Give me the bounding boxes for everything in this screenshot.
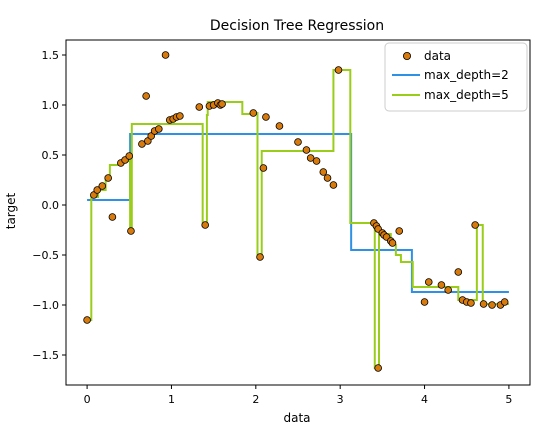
y-tick-label: 0.5: [42, 149, 60, 162]
legend-marker-data: [402, 52, 411, 61]
plot-area: 0 1 2 3 4 5 −1.5 −1.0 −0.5 0.0 0.5 1.0 1.5: [32, 39, 531, 406]
axes-frame: [65, 39, 531, 386]
data-point: [155, 125, 163, 133]
x-tick-label: 3: [337, 393, 344, 406]
legend: data max_depth=2 max_depth=5: [384, 42, 528, 112]
data-point: [454, 268, 463, 276]
data-point: [201, 221, 210, 229]
data-point: [374, 364, 382, 372]
data-point: [334, 66, 343, 74]
y-tick-label: 0.0: [42, 199, 60, 212]
data-point: [125, 152, 134, 160]
data-point: [127, 227, 135, 235]
data-point: [142, 92, 150, 100]
chart-title: Decision Tree Regression: [210, 18, 384, 34]
data-point: [420, 298, 429, 306]
x-tick-label: 2: [252, 393, 259, 406]
series-line-max-depth-2: [87, 133, 509, 293]
data-point: [93, 186, 102, 194]
legend-label-max-depth-5: max_depth=5: [424, 88, 509, 102]
data-point: [249, 109, 258, 117]
series-line-max-depth-5: [87, 69, 509, 369]
data-point: [108, 213, 117, 221]
data-point: [319, 168, 328, 176]
y-tick-label: −1.0: [32, 299, 59, 312]
data-point: [424, 278, 433, 286]
data-point: [262, 113, 270, 121]
legend-label-max-depth-2: max_depth=2: [424, 68, 509, 82]
data-point: [98, 182, 107, 190]
data-point: [444, 286, 452, 294]
data-point: [275, 122, 284, 130]
data-point: [83, 316, 91, 324]
legend-label-data: data: [424, 49, 451, 63]
y-axis-label: target: [4, 192, 18, 229]
data-point: [138, 140, 146, 148]
data-point: [302, 146, 311, 154]
x-tick-label: 5: [505, 393, 512, 406]
x-tick-label: 4: [421, 393, 428, 406]
data-point: [259, 164, 268, 172]
data-point: [467, 299, 475, 307]
x-axis-label: data: [283, 411, 310, 425]
data-point: [176, 112, 184, 120]
data-point: [479, 300, 488, 308]
data-point: [312, 157, 321, 165]
data-point: [329, 181, 338, 189]
data-point: [488, 301, 496, 309]
x-tick-label: 0: [84, 393, 91, 406]
data-point: [161, 51, 170, 59]
data-point: [104, 174, 112, 182]
data-point: [195, 103, 204, 111]
y-tick-label: −0.5: [32, 249, 59, 262]
y-tick-label: −1.5: [32, 349, 59, 362]
data-point: [323, 174, 332, 182]
data-point: [437, 281, 446, 289]
data-point: [256, 253, 264, 261]
x-tick-label: 1: [168, 393, 175, 406]
data-point: [306, 154, 315, 162]
data-point: [395, 227, 404, 235]
data-point: [388, 239, 397, 247]
y-tick-label: 1.5: [42, 49, 60, 62]
data-point: [471, 221, 479, 229]
data-point: [294, 138, 302, 146]
legend-box: [384, 42, 528, 112]
data-point: [218, 100, 226, 108]
y-tick-label: 1.0: [42, 99, 60, 112]
data-point: [500, 298, 509, 306]
